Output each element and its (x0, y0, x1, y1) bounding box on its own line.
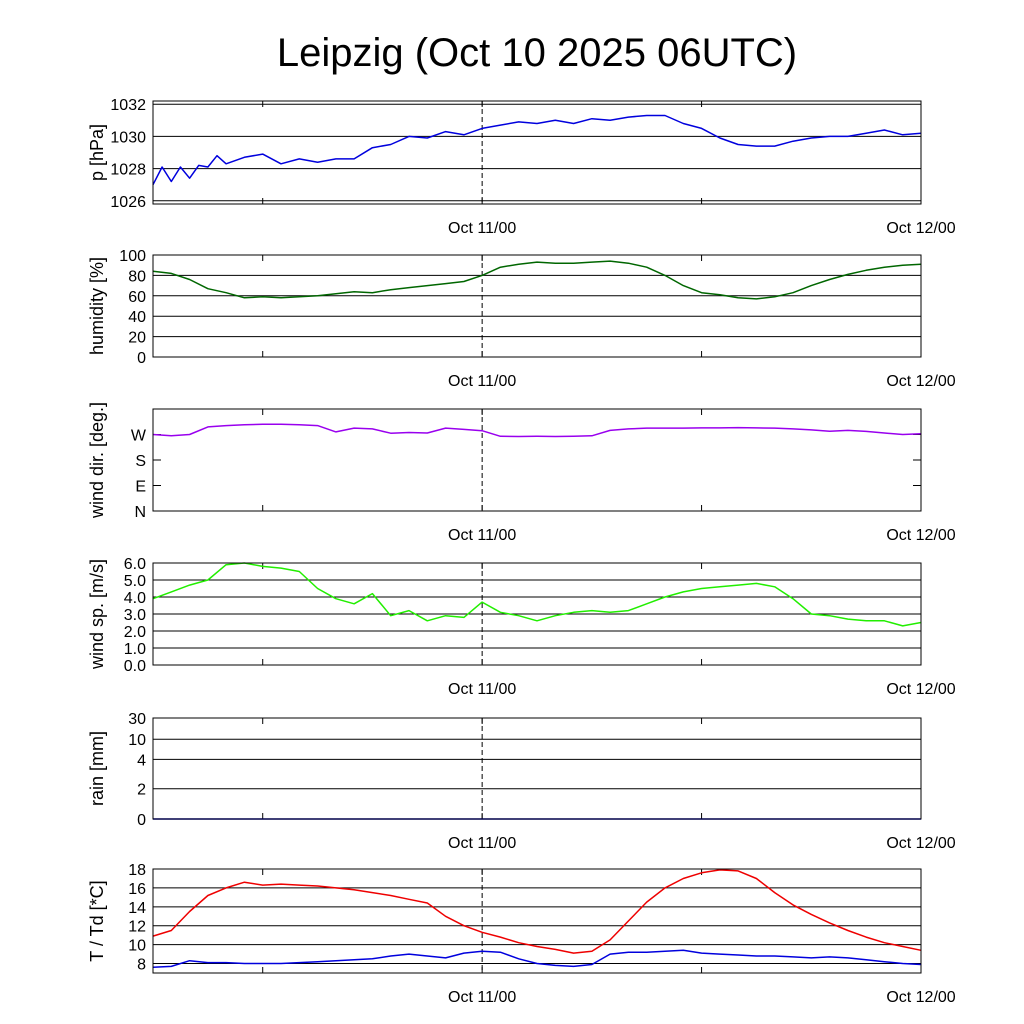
pressure-xtick-label: Oct 12/00 (886, 220, 955, 237)
wind_speed-ytick-label: 1.0 (124, 641, 146, 658)
temperature-xtick-label: Oct 12/00 (886, 989, 955, 1006)
rain-ylabel: rain [mm] (87, 731, 107, 806)
humidity-ylabel: humidity [%] (87, 257, 107, 355)
wind_speed-ytick-label: 5.0 (124, 573, 146, 590)
wind_direction-frame (152, 408, 922, 512)
temperature-ytick-label: 8 (137, 957, 146, 974)
humidity-ytick-label: 60 (128, 289, 146, 306)
wind_direction-ytick-label: N (134, 504, 146, 521)
wind_speed-ylabel: wind sp. [m/s] (87, 559, 107, 670)
pressure-ytick-label: 1032 (110, 97, 146, 114)
wind_speed-ytick-label: 6.0 (124, 556, 146, 573)
temperature-ytick-label: 16 (128, 881, 146, 898)
wind_direction-ytick-label: W (131, 428, 147, 445)
rain-ytick-label: 2 (137, 782, 146, 799)
wind_speed-ytick-label: 0.0 (124, 658, 146, 675)
wind_direction-ytick-label: E (135, 479, 146, 496)
rain-ytick-label: 10 (128, 732, 146, 749)
pressure-xtick-label: Oct 11/00 (448, 220, 516, 237)
wind_direction-xtick-label: Oct 11/00 (448, 527, 516, 544)
humidity-ytick-label: 0 (137, 350, 146, 367)
wind_speed-ytick-label: 4.0 (124, 590, 146, 607)
wind_direction-xtick-label: Oct 12/00 (886, 527, 955, 544)
temperature-series-0 (152, 869, 922, 954)
panel-humidity: 0 20 40 60 80 100 Oct 11/00 Oct 12/00 humidity [… (87, 248, 956, 390)
temperature-series-1 (152, 949, 922, 969)
wind_speed-xtick-label: Oct 12/00 (886, 681, 955, 698)
humidity-xtick-label: Oct 11/00 (448, 373, 516, 390)
chart-title: Leipzig (Oct 10 2025 06UTC) (277, 31, 797, 75)
pressure-ylabel: p [hPa] (87, 124, 107, 181)
pressure-ytick-label: 1028 (110, 162, 146, 179)
temperature-ytick-label: 12 (128, 919, 146, 936)
humidity-ytick-label: 40 (128, 309, 146, 326)
rain-ytick-label: 0 (137, 812, 146, 829)
temperature-frame (152, 868, 922, 974)
panel-rain: 0 2 4 10 30 Oct 11/00 Oct 12/00 rain [mm] (87, 711, 956, 852)
wind_direction-ytick-label: S (135, 453, 146, 470)
rain-xtick-label: Oct 11/00 (448, 835, 516, 852)
wind_speed-series-0 (152, 562, 922, 627)
pressure-frame (152, 100, 922, 205)
temperature-ylabel: T / Td [*C] (87, 880, 107, 961)
humidity-ytick-label: 20 (128, 330, 146, 347)
wind_speed-ytick-label: 2.0 (124, 624, 146, 641)
panel-wind_speed: 0.01.02.03.04.05.06.0 Oct 11/00 Oct 12/00 w… (87, 556, 956, 698)
temperature-ytick-label: 14 (128, 900, 146, 917)
temperature-xtick-label: Oct 11/00 (448, 989, 516, 1006)
temperature-ytick-label: 10 (128, 938, 146, 955)
rain-xtick-label: Oct 12/00 (886, 835, 955, 852)
humidity-xtick-label: Oct 12/00 (886, 373, 955, 390)
humidity-frame (152, 254, 922, 358)
wind_speed-xtick-label: Oct 11/00 (448, 681, 516, 698)
wind_direction-series-0 (152, 423, 922, 438)
temperature-ytick-label: 18 (128, 862, 146, 879)
pressure-ytick-label: 1030 (110, 129, 146, 146)
pressure-ytick-label: 1026 (110, 194, 146, 211)
pressure-series-0 (152, 114, 922, 186)
rain-ytick-label: 30 (128, 711, 146, 728)
rain-ytick-label: 4 (137, 752, 146, 769)
humidity-ytick-label: 100 (119, 248, 146, 265)
rain-frame (152, 717, 922, 820)
wind_speed-frame (152, 562, 922, 666)
wind_direction-ylabel: wind dir. [deg.] (87, 402, 107, 519)
panel-pressure: 1026 1028 1030 1032 Oct 11/00 Oct 12/00 p [hPa… (87, 97, 956, 237)
humidity-ytick-label: 80 (128, 268, 146, 285)
humidity-series-0 (152, 260, 922, 300)
panel-temperature: 8 10 12 14 16 18 Oct 11/00 Oct 12/00 T / Td [*C] (87, 862, 956, 1006)
wind_speed-ytick-label: 3.0 (124, 607, 146, 624)
